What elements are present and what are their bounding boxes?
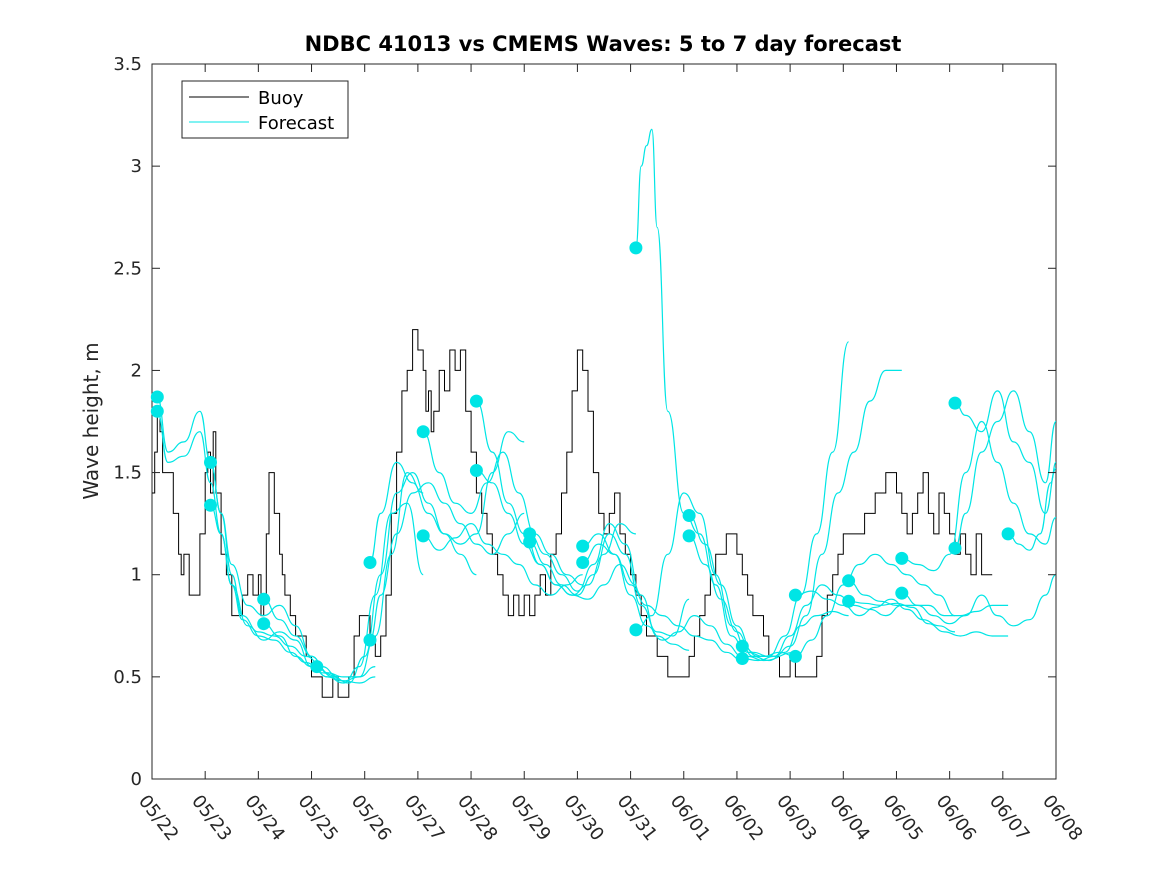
forecast-start-marker: [735, 652, 749, 665]
forecast-line: [316, 471, 477, 684]
forecast-line: [369, 482, 525, 641]
forecast-start-marker: [204, 498, 217, 512]
forecast-start-marker: [416, 425, 430, 439]
forecast-start-marker: [257, 592, 271, 606]
forecast-start-marker: [948, 541, 962, 555]
forecast-line: [795, 553, 956, 657]
legend-label-forecast: Forecast: [258, 113, 334, 134]
forecast-start-marker: [895, 586, 909, 600]
forecast-line: [476, 469, 637, 600]
forecast-line: [1007, 461, 1057, 551]
forecast-line: [954, 390, 1057, 515]
legend-label-buoy: Buoy: [258, 88, 304, 109]
forecast-start-marker: [842, 574, 856, 588]
plot-area: 05/22 05/23 05/24 05/25 05/26 05/27 05/28 05/29…: [113, 54, 1086, 845]
forecast-line: [688, 535, 849, 662]
forecast-line: [901, 420, 1057, 572]
forecast-start-marker: [523, 535, 537, 549]
forecast-line: [795, 590, 956, 633]
forecast-start-marker: [150, 390, 164, 404]
forecast-line: [901, 574, 1057, 627]
forecast-start-marker: [895, 551, 909, 565]
y-tick-label: 3: [131, 156, 142, 177]
marker-layer: [150, 241, 1015, 674]
forecast-start-marker: [469, 464, 483, 477]
forecast-start-marker: [1001, 527, 1015, 541]
forecast-line: [422, 431, 583, 586]
forecast-start-marker: [682, 509, 696, 522]
forecast-line: [423, 522, 583, 596]
axes-box: [151, 63, 1057, 780]
forecast-start-marker: [629, 241, 643, 255]
forecast-start-marker: [788, 649, 802, 663]
forecast-line: [263, 471, 424, 682]
forecast-line: [954, 390, 1057, 549]
forecast-line: [582, 533, 743, 657]
forecast-start-marker: [416, 529, 430, 543]
forecast-line: [688, 341, 850, 658]
y-tick-label: 0.5: [113, 667, 142, 688]
y-tick-label: 1: [131, 565, 142, 586]
forecast-line: [369, 431, 525, 564]
forecast-start-marker: [576, 556, 590, 569]
y-tick-label: 2.5: [113, 258, 142, 279]
forecast-line: [848, 600, 1009, 637]
y-tick-label: 1.5: [113, 463, 142, 484]
forecast-line: [529, 522, 690, 651]
forecast-start-marker: [948, 396, 962, 410]
y-axis-label: Wave height, m: [79, 342, 103, 499]
forecast-start-marker: [363, 556, 377, 569]
forecast-start-marker: [735, 639, 749, 653]
forecast-line: [263, 502, 424, 684]
forecast-start-marker: [204, 455, 217, 469]
forecast-start-marker: [788, 588, 802, 602]
forecast-start-marker: [629, 623, 643, 637]
forecast-start-marker: [310, 660, 324, 674]
chart-title: NDBC 41013 vs CMEMS Waves: 5 to 7 day fo…: [305, 32, 902, 56]
forecast-line: [848, 580, 1009, 617]
legend-box: [181, 80, 349, 139]
forecast-line: [156, 396, 339, 678]
forecast-line: [529, 533, 690, 637]
forecast-line: [742, 584, 902, 662]
forecast-start-marker: [682, 529, 696, 543]
forecast-start-marker: [363, 633, 377, 647]
forecast-start-marker: [150, 404, 164, 418]
forecast-start-marker: [469, 394, 483, 408]
forecast-line: [582, 543, 743, 662]
forecast-start-marker: [842, 594, 856, 608]
y-tick-label: 2: [131, 360, 142, 381]
forecast-start-marker: [257, 617, 271, 631]
forecast-line: [209, 461, 376, 678]
legend: Buoy Forecast: [181, 80, 349, 139]
y-axis: 0 0.5 1 1.5 2 2.5 3 3.5: [113, 54, 1056, 790]
forecast-start-marker: [576, 539, 590, 553]
y-tick-label: 0: [131, 769, 142, 790]
y-tick-label: 3.5: [113, 54, 142, 75]
